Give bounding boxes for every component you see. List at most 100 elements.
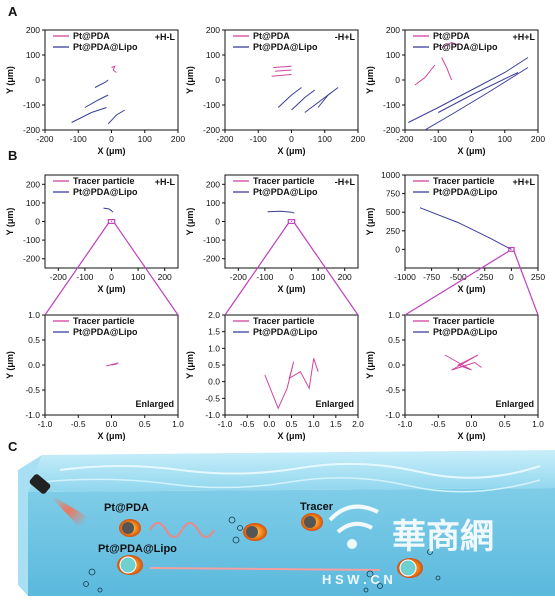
y-tick-label: 1.0 (388, 310, 400, 320)
chart-b3: -1000 -750 -500 -250 0 250 0 250 500 750 1000 X (μm… (365, 170, 545, 294)
x-tick-label: 0.0 (263, 419, 275, 429)
enlarged-label: Enlarged (495, 399, 534, 409)
y-tick-label: -1.0 (25, 410, 40, 420)
x-axis-label: X (μm) (457, 431, 485, 441)
y-tick-label: -200 (203, 125, 220, 135)
ripple (59, 462, 541, 479)
x-tick-label: 0 (109, 134, 114, 144)
x-axis-label: X (μm) (277, 431, 305, 441)
x-tick-label: 0.5 (139, 419, 151, 429)
y-tick-label: -200 (23, 254, 40, 264)
y-tick-label: 750 (386, 189, 400, 199)
scene-label-ptpda: Pt@PDA (104, 502, 149, 514)
y-axis-label: Y (μm) (5, 66, 15, 94)
ptpda-particle (119, 519, 141, 537)
y-tick-label: 0 (35, 75, 40, 85)
wavy-motion-arrow (149, 522, 215, 538)
x-tick-label: 250 (531, 272, 545, 282)
panel-label-b: B (8, 148, 17, 163)
tracer-particle (301, 513, 323, 531)
condition-label: -H+L (335, 32, 356, 42)
zoom-box (107, 219, 116, 224)
x-tick-label: -100 (430, 134, 447, 144)
legend-entry: Pt@PDA@Lipo (73, 187, 138, 197)
zoom-connector (294, 223, 359, 316)
x-tick-label: 100 (498, 134, 512, 144)
trajectory-pink (274, 69, 292, 72)
y-tick-label: -100 (23, 100, 40, 110)
x-tick-label: -100 (76, 272, 93, 282)
chart-a1: -200 -100 0 100 200 -200 -100 0 100 200 X (μm) Y (μ… (5, 25, 185, 156)
x-tick-label: 1.5 (330, 419, 342, 429)
y-tick-label: 1.5 (208, 327, 220, 337)
water-side (18, 455, 42, 596)
y-tick-label: 200 (206, 179, 220, 189)
y-tick-label: -200 (383, 125, 400, 135)
zoom-box (508, 246, 515, 252)
x-tick-label: -200 (50, 272, 67, 282)
legend-entry: Pt@PDA@Lipo (433, 327, 498, 337)
x-tick-label: -100 (70, 134, 87, 144)
legend-entry: Tracer particle (433, 176, 495, 186)
trajectory-blue (94, 79, 109, 88)
x-tick-label: -250 (476, 272, 493, 282)
x-tick-label: 0.0 (106, 419, 118, 429)
y-tick-label: 0 (395, 75, 400, 85)
chart-b2: -200 -100 0 100 200 -200 -100 0 100 200 X (μm) Y (μ… (185, 174, 359, 294)
zoom-connector (404, 250, 510, 316)
x-tick-label: 2.0 (352, 419, 364, 429)
enlarged-label: Enlarged (135, 399, 174, 409)
y-tick-label: -0.5 (25, 385, 40, 395)
trajectory-blue (103, 207, 114, 213)
plot-frame (404, 174, 539, 269)
trajectory-pink (441, 57, 453, 81)
chart-c2-enlarged: -1.0 -0.5 0.0 0.5 1.0 1.5 2.0 -1.0 -0.5 0.0 0.5 1.0… (185, 310, 364, 441)
x-tick-label: 100 (311, 272, 325, 282)
trajectory-blue (419, 207, 512, 250)
trajectory-blue (408, 57, 529, 123)
x-tick-label: 200 (158, 272, 172, 282)
x-tick-label: -1.0 (398, 419, 413, 429)
x-tick-label: -100 (256, 272, 273, 282)
watermark-url: H S W . C N (322, 572, 393, 587)
zoom-box (287, 219, 296, 224)
trajectory-pink (444, 354, 482, 371)
y-axis-label: Y (μm) (5, 351, 15, 379)
trajectory-blue (84, 94, 109, 108)
y-tick-label: -100 (203, 100, 220, 110)
trajectory-pink (111, 65, 117, 73)
x-tick-label: -200 (230, 272, 247, 282)
zoom-connector (224, 223, 289, 316)
legend-entry: Pt@PDA@Lipo (433, 187, 498, 197)
trajectory-blue (107, 109, 126, 125)
x-tick-label: 0.5 (286, 419, 298, 429)
y-tick-label: 100 (386, 50, 400, 60)
x-tick-label: 1.0 (532, 419, 544, 429)
x-tick-label: -0.5 (431, 419, 446, 429)
legend-entry: Pt@PDA@Lipo (253, 187, 318, 197)
y-tick-label: 1000 (381, 170, 400, 180)
watermark-text: 華商網 (392, 518, 494, 556)
trajectory-pink (271, 74, 292, 77)
y-tick-label: -1.0 (205, 410, 220, 420)
y-tick-label: 0 (395, 244, 400, 254)
x-tick-label: -200 (396, 134, 413, 144)
y-axis-label: Y (μm) (365, 208, 375, 236)
y-tick-label: 0.5 (28, 335, 40, 345)
trajectory-pink (414, 64, 436, 86)
y-axis-label: Y (μm) (185, 208, 195, 236)
x-axis-label: X (μm) (457, 284, 485, 294)
legend-entry: Pt@PDA@Lipo (433, 42, 498, 52)
legend-entry: Pt@PDA@Lipo (253, 327, 318, 337)
legend-entry: Tracer particle (73, 176, 135, 186)
legend-entry: Tracer particle (433, 316, 495, 326)
trajectory-pink (273, 65, 292, 68)
enlarged-label: Enlarged (315, 399, 354, 409)
y-tick-label: 100 (206, 198, 220, 208)
y-axis-label: Y (μm) (365, 66, 375, 94)
illustration-scene: Pt@PDA Pt@PDA@Lipo Tracer 華商網 H S W . C … (18, 450, 555, 596)
x-tick-label: 0 (469, 134, 474, 144)
ptpda-lipo-particle (117, 555, 143, 575)
x-tick-label: -750 (423, 272, 440, 282)
